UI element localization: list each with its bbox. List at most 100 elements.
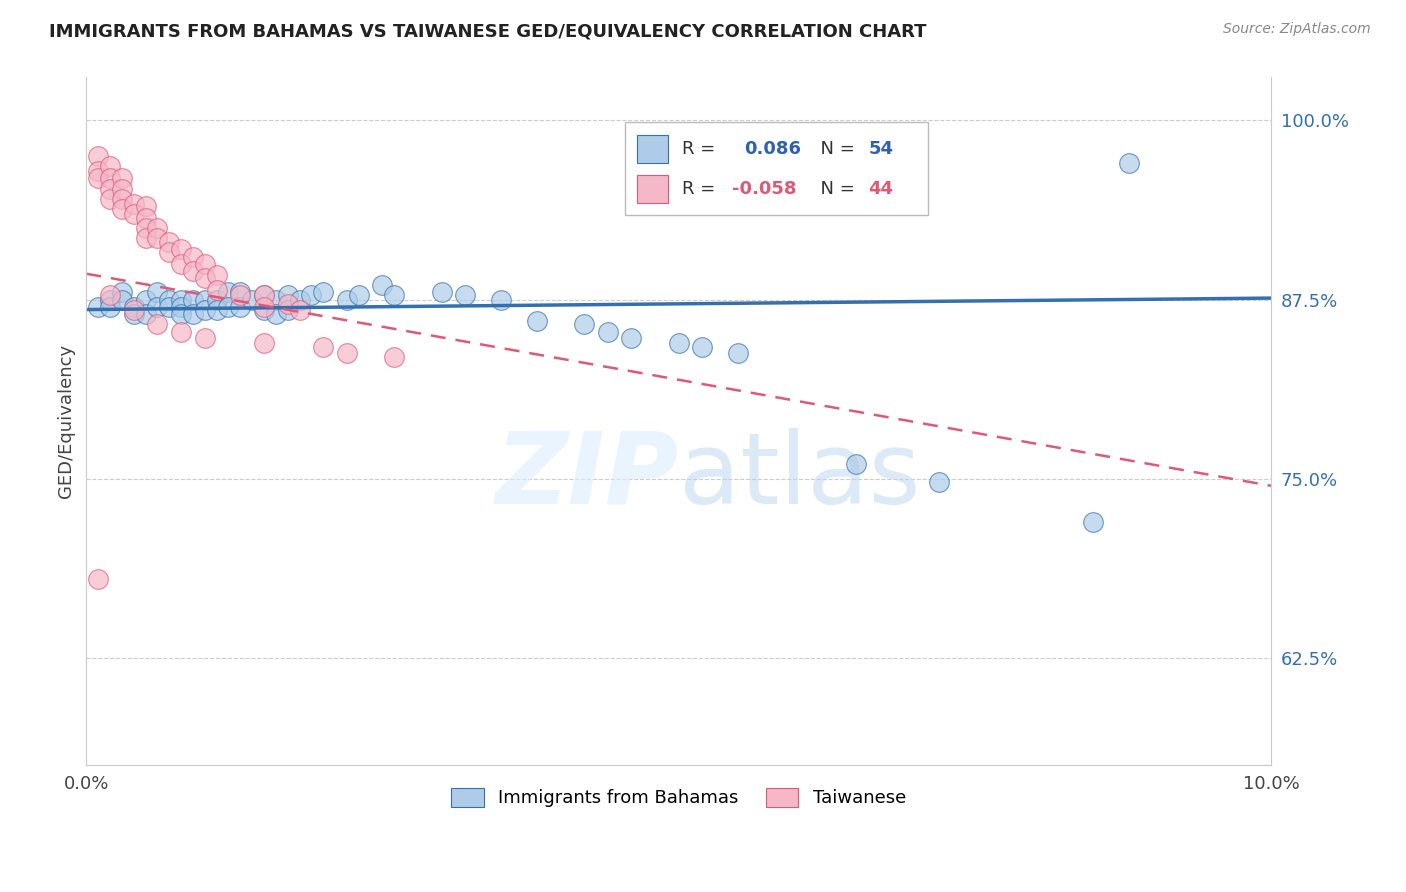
Text: -0.058: -0.058 bbox=[733, 180, 797, 198]
Point bbox=[98, 159, 121, 173]
Point bbox=[371, 278, 394, 293]
Point bbox=[928, 475, 950, 489]
Point bbox=[194, 331, 217, 345]
Point bbox=[87, 163, 110, 178]
Point bbox=[146, 220, 169, 235]
Point bbox=[668, 335, 690, 350]
Point bbox=[229, 300, 252, 314]
Point bbox=[170, 300, 193, 314]
Point bbox=[253, 335, 276, 350]
Point bbox=[146, 285, 169, 300]
Text: R =: R = bbox=[682, 180, 721, 198]
Point bbox=[194, 302, 217, 317]
Point bbox=[98, 182, 121, 196]
Point bbox=[253, 302, 276, 317]
Point bbox=[111, 293, 134, 307]
Point bbox=[454, 288, 477, 302]
Bar bbox=[637, 175, 668, 202]
Point bbox=[382, 288, 405, 302]
Point bbox=[253, 300, 276, 314]
Point bbox=[264, 307, 287, 321]
Point bbox=[194, 271, 217, 285]
Point bbox=[264, 293, 287, 307]
Point bbox=[430, 285, 453, 300]
Point bbox=[122, 307, 145, 321]
Point bbox=[181, 250, 204, 264]
Point bbox=[194, 293, 217, 307]
Point bbox=[111, 202, 134, 217]
Point bbox=[489, 293, 512, 307]
Point bbox=[122, 196, 145, 211]
Point bbox=[336, 293, 359, 307]
Bar bbox=[637, 136, 668, 162]
Point bbox=[87, 572, 110, 586]
Point bbox=[312, 340, 335, 354]
Point bbox=[157, 293, 180, 307]
Point bbox=[135, 231, 157, 245]
Point bbox=[240, 293, 263, 307]
Point bbox=[253, 288, 276, 302]
Point bbox=[170, 243, 193, 257]
Text: 54: 54 bbox=[869, 140, 893, 158]
Point bbox=[205, 302, 228, 317]
Point bbox=[347, 288, 370, 302]
Point bbox=[229, 288, 252, 302]
Point bbox=[146, 300, 169, 314]
Point bbox=[98, 293, 121, 307]
Point bbox=[194, 257, 217, 271]
Point bbox=[205, 268, 228, 282]
Point bbox=[299, 288, 322, 302]
Text: 44: 44 bbox=[869, 180, 893, 198]
Point bbox=[157, 235, 180, 250]
Legend: Immigrants from Bahamas, Taiwanese: Immigrants from Bahamas, Taiwanese bbox=[444, 780, 914, 814]
Point bbox=[382, 350, 405, 364]
Point bbox=[727, 345, 749, 359]
Point bbox=[277, 288, 299, 302]
Text: Source: ZipAtlas.com: Source: ZipAtlas.com bbox=[1223, 22, 1371, 37]
Point bbox=[170, 257, 193, 271]
Point bbox=[181, 293, 204, 307]
Text: 0.086: 0.086 bbox=[744, 140, 801, 158]
Point bbox=[229, 285, 252, 300]
Point bbox=[111, 170, 134, 185]
Point bbox=[205, 293, 228, 307]
Point bbox=[135, 199, 157, 213]
Point bbox=[122, 300, 145, 314]
Text: atlas: atlas bbox=[679, 428, 921, 524]
Point bbox=[205, 283, 228, 297]
Point bbox=[122, 206, 145, 220]
Point bbox=[157, 245, 180, 260]
Point bbox=[98, 170, 121, 185]
Point bbox=[596, 326, 619, 340]
Point bbox=[288, 302, 311, 317]
Point bbox=[253, 288, 276, 302]
Point bbox=[217, 285, 239, 300]
Point bbox=[146, 231, 169, 245]
Point bbox=[87, 300, 110, 314]
Point bbox=[170, 326, 193, 340]
Point bbox=[135, 211, 157, 225]
Point bbox=[98, 300, 121, 314]
Point bbox=[1083, 515, 1105, 529]
Point bbox=[336, 345, 359, 359]
Point bbox=[277, 302, 299, 317]
FancyBboxPatch shape bbox=[626, 122, 928, 215]
Point bbox=[217, 300, 239, 314]
Point bbox=[181, 307, 204, 321]
Text: ZIP: ZIP bbox=[496, 428, 679, 524]
Text: N =: N = bbox=[808, 140, 860, 158]
Point bbox=[111, 192, 134, 206]
Point bbox=[170, 307, 193, 321]
Point bbox=[135, 220, 157, 235]
Point bbox=[845, 458, 868, 472]
Point bbox=[111, 285, 134, 300]
Point bbox=[111, 182, 134, 196]
Point bbox=[170, 293, 193, 307]
Point bbox=[135, 293, 157, 307]
Point bbox=[526, 314, 548, 328]
Point bbox=[620, 331, 643, 345]
Point bbox=[146, 317, 169, 331]
Text: IMMIGRANTS FROM BAHAMAS VS TAIWANESE GED/EQUIVALENCY CORRELATION CHART: IMMIGRANTS FROM BAHAMAS VS TAIWANESE GED… bbox=[49, 22, 927, 40]
Point bbox=[98, 192, 121, 206]
Point bbox=[277, 297, 299, 311]
